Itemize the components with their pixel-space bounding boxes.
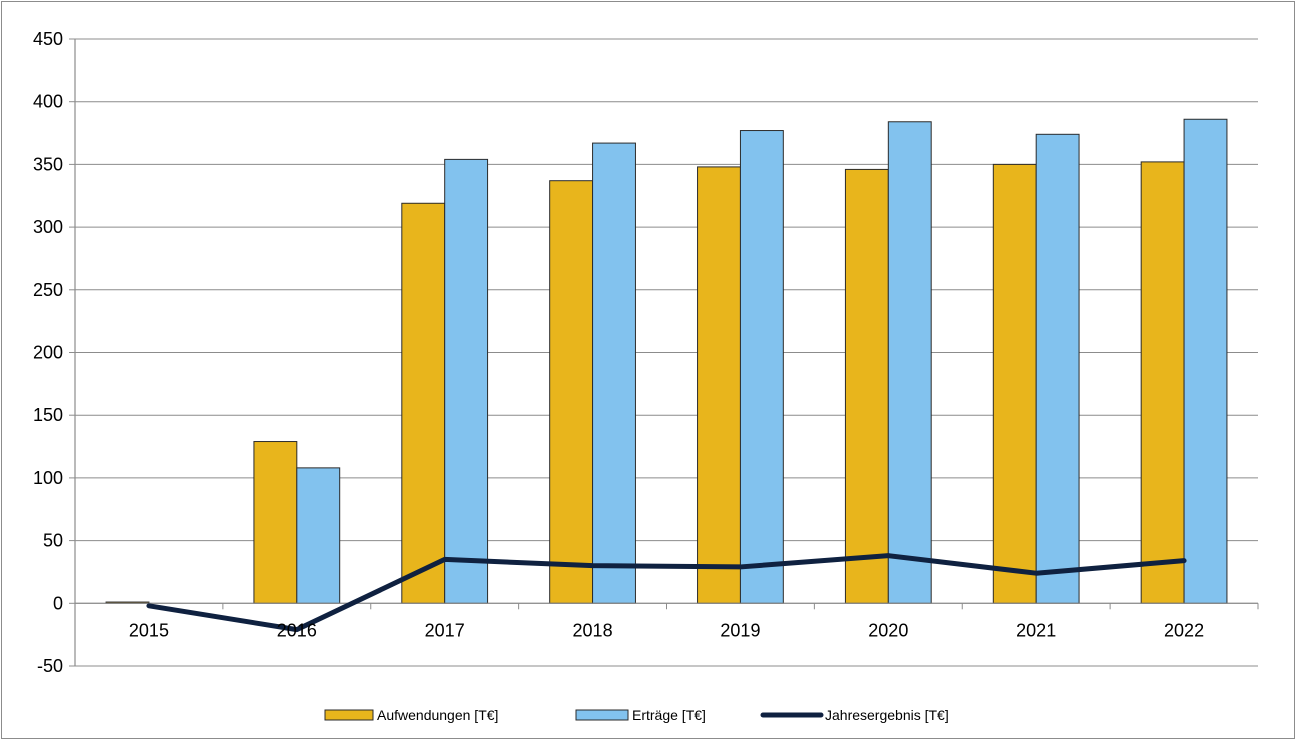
bars bbox=[105, 118, 1228, 604]
bar-aufwendungen bbox=[697, 166, 741, 604]
y-tick-label: 350 bbox=[33, 154, 63, 174]
y-tick-label: 50 bbox=[43, 531, 63, 551]
x-tick-label: 2021 bbox=[1016, 620, 1056, 640]
legend-label: Erträge [T€] bbox=[632, 707, 706, 723]
bar-ertraege bbox=[887, 121, 932, 604]
y-tick-label: -50 bbox=[37, 656, 63, 676]
y-tick-label: 200 bbox=[33, 343, 63, 363]
bar-ertraege bbox=[1183, 118, 1228, 604]
legend-aufwendungen: Aufwendungen [T€] bbox=[324, 707, 498, 723]
x-tick-label: 2019 bbox=[720, 620, 760, 640]
bar-aufwendungen bbox=[549, 180, 594, 604]
legend-label: Jahresergebnis [T€] bbox=[825, 707, 949, 723]
tick-labels: -50 0 50 100 150 200 250 300 350 400 450 2015 2016 20… bbox=[33, 29, 1204, 676]
y-tick-label: 100 bbox=[33, 468, 63, 488]
bar-aufwendungen bbox=[844, 168, 889, 604]
x-tick-label: 2018 bbox=[573, 620, 613, 640]
line-jahresergebnis bbox=[146, 553, 1187, 633]
bar-aufwendungen bbox=[401, 202, 446, 604]
x-tick-label: 2020 bbox=[868, 620, 908, 640]
bar-aufwendungen bbox=[1140, 161, 1185, 604]
bar-ertraege bbox=[296, 467, 341, 604]
legend-swatch bbox=[575, 709, 629, 721]
bar-ertraege bbox=[1035, 133, 1080, 604]
legend-swatch bbox=[324, 709, 374, 721]
y-tick-label: 250 bbox=[33, 280, 63, 300]
x-tick-label: 2022 bbox=[1164, 620, 1204, 640]
x-tick-label: 2015 bbox=[129, 620, 169, 640]
x-tick-label: 2017 bbox=[425, 620, 465, 640]
legend-jahresergebnis: Jahresergebnis [T€] bbox=[760, 707, 949, 723]
bar-ertraege bbox=[444, 158, 489, 604]
axes bbox=[69, 38, 1259, 667]
legend: Aufwendungen [T€] Erträge [T€] Jahresergeb… bbox=[324, 707, 949, 723]
line-series bbox=[146, 553, 1187, 633]
y-tick-label: 0 bbox=[53, 593, 63, 613]
y-tick-label: 400 bbox=[33, 92, 63, 112]
y-tick-label: 300 bbox=[33, 217, 63, 237]
bar-ertraege bbox=[592, 142, 636, 604]
y-tick-label: 450 bbox=[33, 29, 63, 49]
legend-ertraege: Erträge [T€] bbox=[575, 707, 706, 723]
legend-label: Aufwendungen [T€] bbox=[377, 707, 498, 723]
bar-aufwendungen bbox=[253, 441, 298, 604]
y-tick-label: 150 bbox=[33, 405, 63, 425]
bar-aufwendungen bbox=[992, 163, 1037, 604]
bar-ertraege bbox=[739, 130, 784, 604]
x-tick-label: 2016 bbox=[277, 620, 317, 640]
